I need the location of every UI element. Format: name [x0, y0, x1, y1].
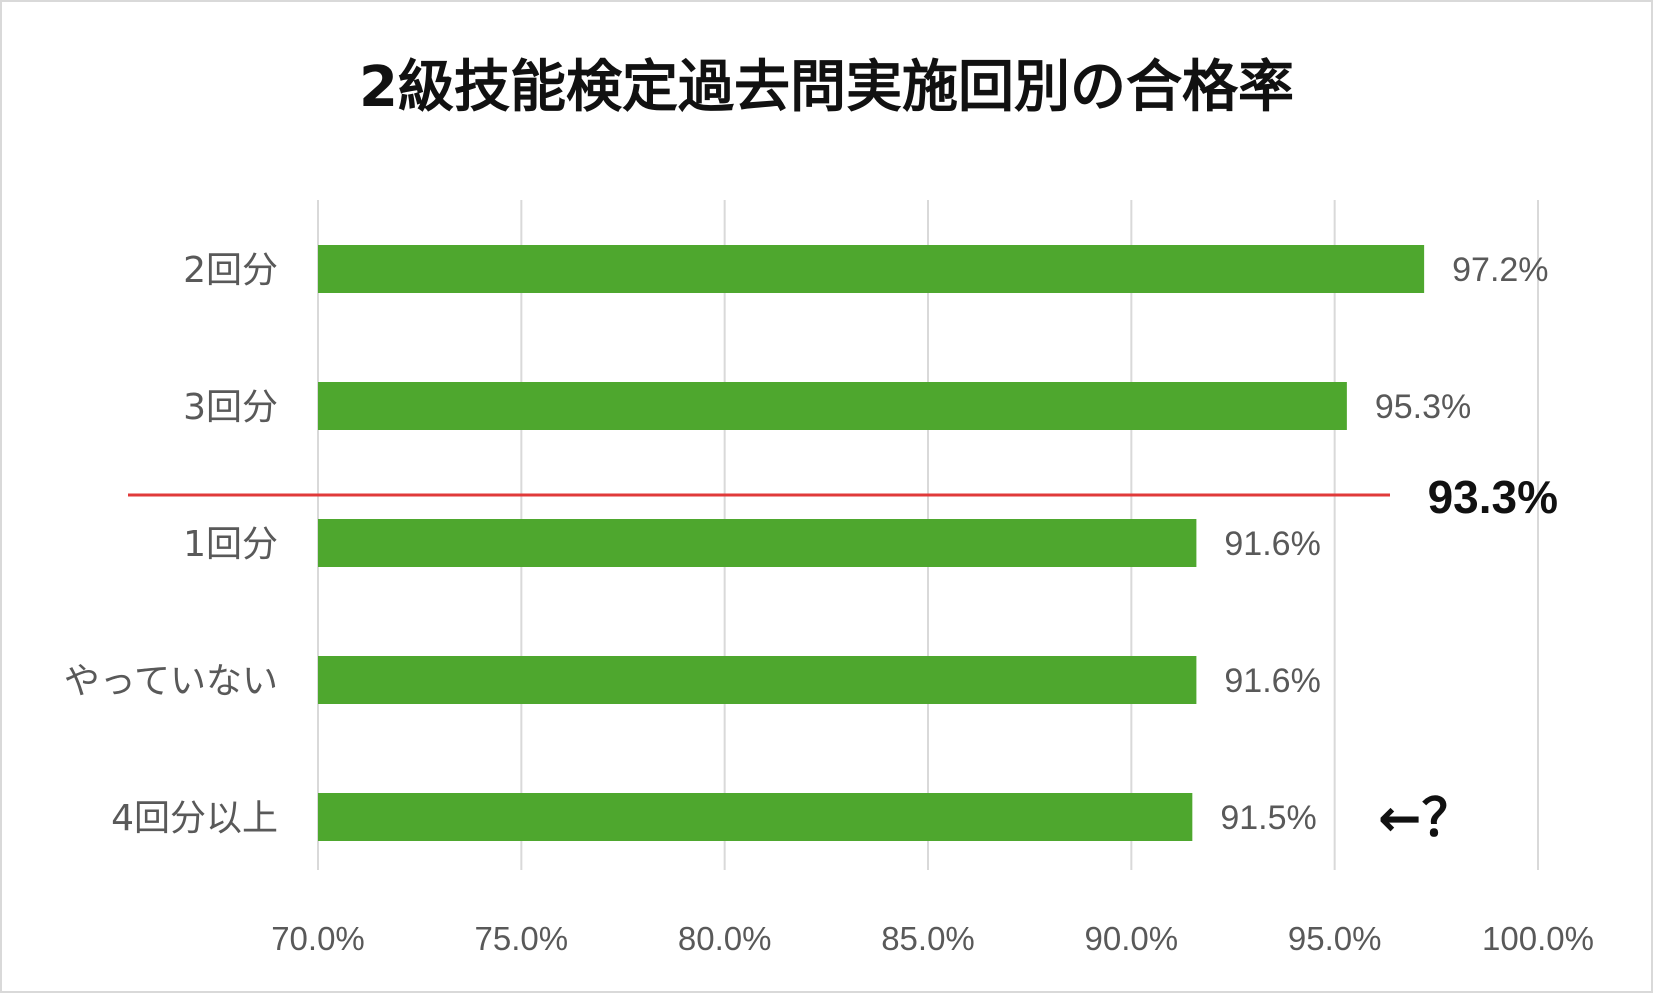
x-tick-label: 70.0%: [271, 920, 365, 957]
x-tick-label: 75.0%: [475, 920, 569, 957]
category-label: 2回分: [183, 250, 278, 291]
x-tick-label: 100.0%: [1482, 920, 1594, 957]
annotation-label: ←？: [1378, 789, 1474, 849]
data-label: 97.2%: [1452, 251, 1548, 289]
bar: [318, 519, 1197, 567]
x-tick-label: 90.0%: [1085, 920, 1179, 957]
bar: [318, 245, 1425, 293]
chart-title: 2級技能検定過去問実施回別の合格率: [359, 55, 1294, 120]
x-tick-label: 95.0%: [1288, 920, 1382, 957]
category-label: 1回分: [183, 524, 278, 565]
category-label: 3回分: [183, 387, 278, 428]
bar: [318, 382, 1347, 430]
bar: [318, 656, 1197, 704]
reference-line-label: 93.3%: [1428, 471, 1558, 523]
bar: [318, 793, 1193, 841]
category-label: 4回分以上: [111, 798, 278, 839]
data-label: 91.5%: [1220, 799, 1316, 837]
data-label: 91.6%: [1224, 525, 1320, 563]
x-tick-label: 80.0%: [678, 920, 772, 957]
data-label: 95.3%: [1375, 388, 1471, 426]
data-label: 91.6%: [1224, 662, 1320, 700]
x-tick-label: 85.0%: [881, 920, 975, 957]
category-label: やっていない: [64, 661, 278, 702]
